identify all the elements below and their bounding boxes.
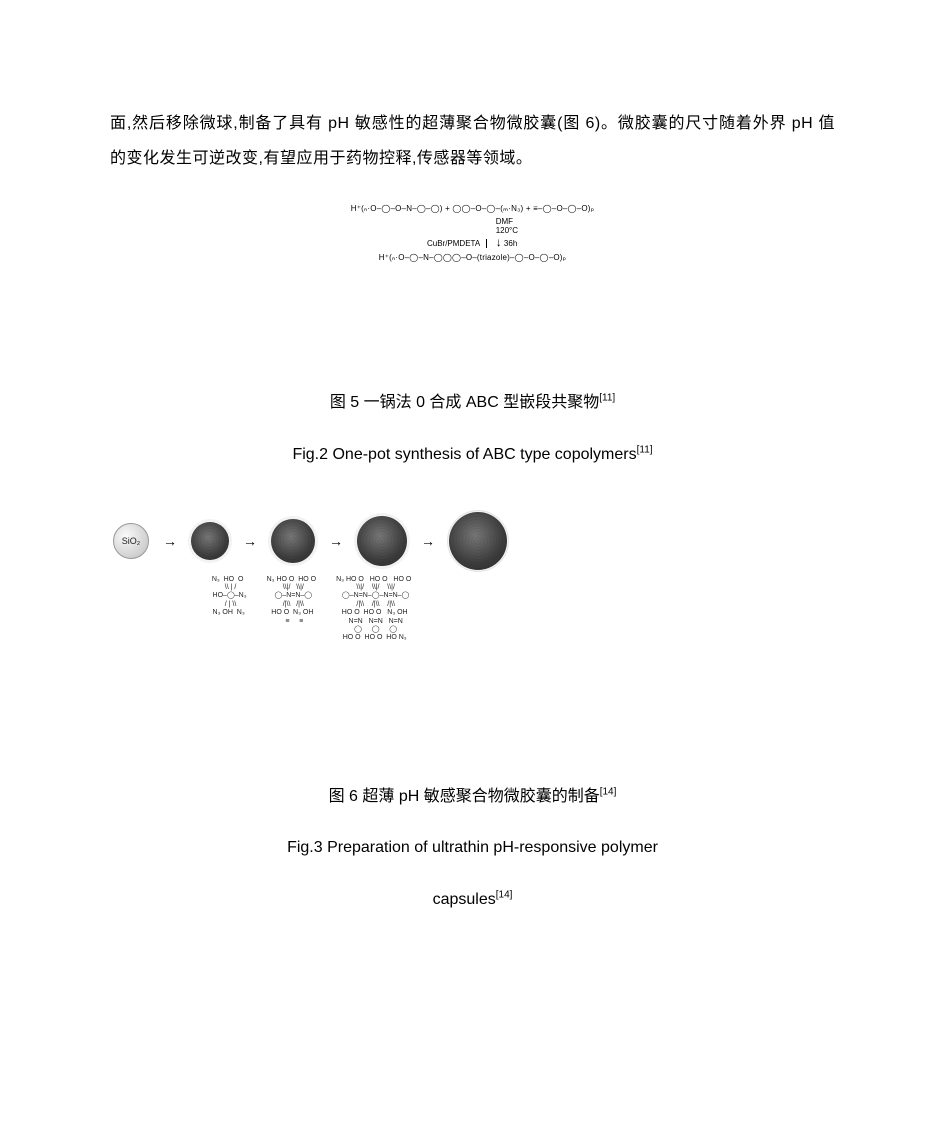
scheme-time: 36h: [504, 239, 517, 248]
scheme-reagents: H⁺(ₙ·O–◯–O–N–◯–◯) + ◯◯–O–◯–(ₘ·N₃) + ≡–◯–…: [283, 204, 663, 213]
chem-cluster-row: N₃ HO O \\ | / HO–◯–N₃ / | \\ N₃ OH N₃ N…: [209, 576, 412, 643]
arrow-icon: →: [163, 533, 177, 549]
figure-5: H⁺(ₙ·O–◯–O–N–◯–◯) + ◯◯–O–◯–(ₘ·N₃) + ≡–◯–…: [110, 196, 835, 475]
monomer-structure: N₃ HO O \\ | / HO–◯–N₃ / | \\ N₃ OH N₃: [209, 576, 247, 618]
scheme-solvent-temp: DMF 120°C ↓ 36h: [490, 217, 518, 249]
arrow-icon: →: [329, 533, 343, 549]
figure-6: SiO₂ → → → → N₃ HO O \\ | / HO–◯–N₃ / | …: [110, 506, 835, 921]
coated-particle-2-icon: [271, 519, 315, 563]
dimer-network-structure: N₃ HO O HO O \\|/ \\|/ ◯–N=N–◯ /|\\ /|\\…: [267, 576, 317, 626]
figure-6-caption-cn-text: 图 6 超薄 pH 敏感聚合物微胶囊的制备: [329, 788, 600, 805]
scheme-solvent: DMF: [496, 217, 513, 226]
arrow-icon: →: [243, 533, 257, 549]
figure-6-scheme: SiO₂ → → → → N₃ HO O \\ | / HO–◯–N₃ / | …: [110, 506, 510, 746]
polymer-network-structure: N₃ HO O HO O HO O \\|/ \\|/ \\|/ ◯–N=N–◯…: [336, 576, 411, 643]
scheme-temperature: 120°C: [496, 226, 518, 235]
figure-5-caption-cn: 图 5 一锅法 0 合成 ABC 型嵌段共聚物[11]: [110, 382, 835, 424]
figure-6-caption-en-ref: [14]: [496, 889, 513, 900]
figure-6-caption-en-line1: Fig.3 Preparation of ultrathin pH-respon…: [110, 827, 835, 869]
body-paragraph: 面,然后移除微球,制备了具有 pH 敏感性的超薄聚合物微胶囊(图 6)。微胶囊的…: [110, 106, 835, 176]
figure-5-scheme: H⁺(ₙ·O–◯–O–N–◯–◯) + ◯◯–O–◯–(ₘ·N₃) + ≡–◯–…: [283, 204, 663, 364]
figure-6-caption-en-text-2: capsules: [433, 891, 496, 908]
scheme-product: H⁺(ₙ·O–◯–N–◯◯◯–O–(triazole)–◯–O–◯–O)ₚ: [283, 253, 663, 262]
coated-particle-3-icon: [357, 516, 407, 566]
scheme-conditions: CuBr/PMDETA DMF 120°C ↓ 36h: [283, 217, 663, 249]
figure-6-caption-en-text-1: Fig.3 Preparation of ultrathin pH-respon…: [287, 839, 658, 856]
figure-6-caption-en-line2: capsules[14]: [110, 879, 835, 921]
figure-5-caption-en: Fig.2 One-pot synthesis of ABC type copo…: [110, 434, 835, 476]
coated-particle-4-icon: [449, 512, 507, 570]
figure-5-caption-cn-text: 图 5 一锅法 0 合成 ABC 型嵌段共聚物: [330, 394, 599, 411]
down-arrow-icon: ↓: [496, 235, 502, 249]
sio2-particle-icon: SiO₂: [113, 523, 149, 559]
page: 面,然后移除微球,制备了具有 pH 敏感性的超薄聚合物微胶囊(图 6)。微胶囊的…: [0, 0, 945, 1122]
scheme-catalyst: CuBr/PMDETA: [427, 239, 487, 248]
figure-5-caption-en-text: Fig.2 One-pot synthesis of ABC type copo…: [292, 446, 636, 463]
figure-5-caption-cn-ref: [11]: [599, 393, 615, 404]
arrow-icon: →: [421, 533, 435, 549]
coated-particle-1-icon: [191, 522, 229, 560]
figure-6-caption-cn-ref: [14]: [600, 786, 617, 797]
figure-5-caption-en-ref: [11]: [637, 445, 653, 456]
figure-6-caption-cn: 图 6 超薄 pH 敏感聚合物微胶囊的制备[14]: [110, 776, 835, 818]
capsule-growth-row: SiO₂ → → → →: [113, 512, 507, 570]
